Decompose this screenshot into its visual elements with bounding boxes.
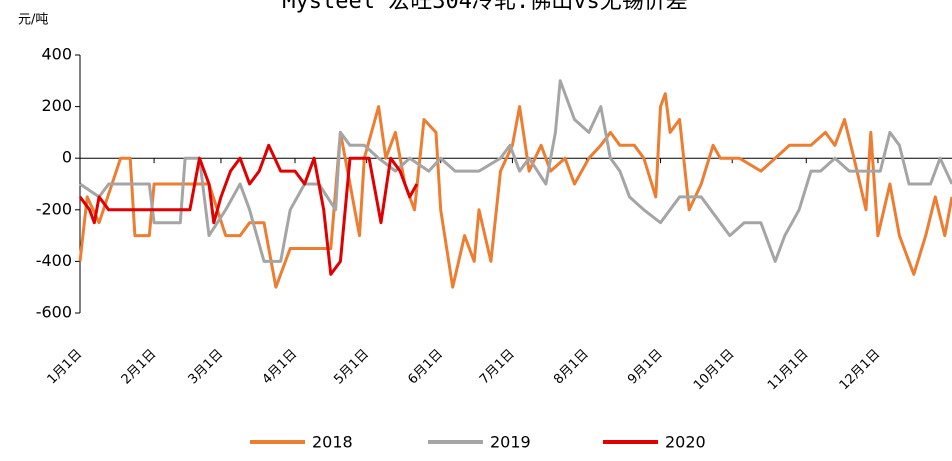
x-tick-label: 2月1日 (119, 347, 160, 388)
series-line (79, 79, 952, 263)
x-tick-label: 7月1日 (477, 347, 518, 388)
y-tick-label: 200 (41, 96, 72, 115)
x-tick-label: 1月1日 (45, 347, 86, 388)
legend-label: 2020 (665, 433, 706, 452)
x-tick-label: 6月1日 (405, 347, 446, 388)
series-line (78, 143, 419, 276)
chart-title: Mysteel 宏旺304冷轧:佛山vs无锡价差 (282, 0, 687, 14)
x-tick-label: 5月1日 (331, 347, 372, 388)
y-tick-label: 0 (62, 148, 72, 167)
legend-label: 2019 (490, 433, 531, 452)
series-line (78, 92, 952, 289)
x-tick-label: 11月1日 (765, 347, 812, 394)
x-tick-label: 10月1日 (691, 347, 738, 394)
y-tick-label: 400 (41, 45, 72, 64)
y-tick-label: -600 (36, 303, 72, 322)
x-tick-label: 8月1日 (551, 347, 592, 388)
y-tick-label: -400 (36, 251, 72, 270)
y-tick-label: -200 (36, 199, 72, 218)
legend-label: 2018 (312, 433, 353, 452)
x-tick-label: 9月1日 (625, 347, 666, 388)
x-tick-label: 3月1日 (186, 347, 227, 388)
x-tick-label: 4月1日 (260, 347, 301, 388)
x-tick-label: 12月1日 (837, 347, 884, 394)
y-axis-unit: 元/吨 (18, 13, 48, 28)
